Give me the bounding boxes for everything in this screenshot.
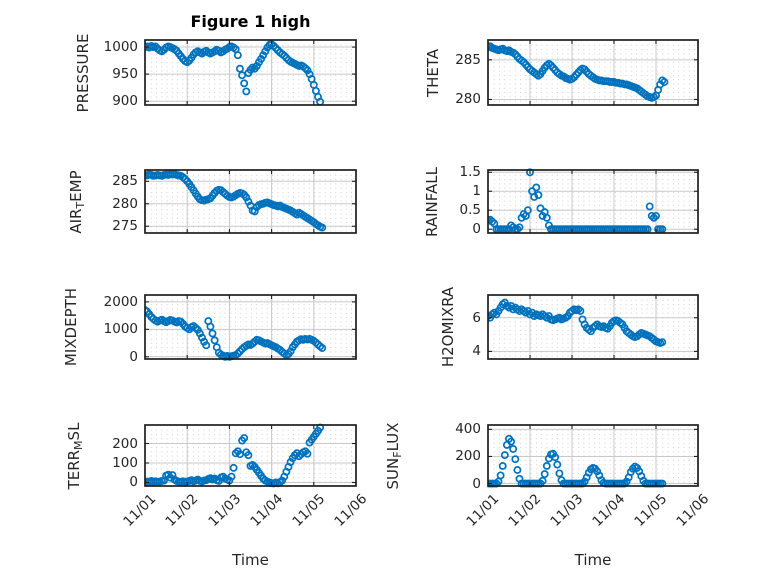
axes-box [144, 424, 357, 487]
axes-box [487, 169, 699, 234]
x-tick-label: 11/05 [289, 491, 329, 530]
data-series-terrmsl [144, 423, 325, 488]
y-tick-label: 0 [129, 348, 138, 365]
y-tick-label: 400 [455, 421, 481, 438]
y-axis-label-airtemp: AIRTEMP [67, 169, 87, 234]
y-tick-label: 1.5 [459, 164, 481, 181]
major-gridlines [145, 295, 356, 359]
axes-box [144, 39, 357, 106]
x-tick-label: 11/03 [547, 491, 587, 530]
tick-marks [144, 40, 357, 105]
tick-marks [487, 295, 699, 359]
y-tick-label: 0 [129, 474, 138, 491]
x-axis-label-right: Time [574, 551, 612, 569]
tick-marks [487, 170, 699, 233]
y-axis-label-theta: THETA [424, 48, 442, 97]
y-tick-label: 0 [472, 475, 481, 492]
y-tick-label: 1000 [103, 321, 138, 338]
data-series-mixdepth [144, 306, 327, 361]
y-tick-label: 200 [455, 448, 481, 465]
axes-box [487, 39, 699, 106]
y-tick-label: 2000 [103, 293, 138, 310]
major-gridlines [488, 295, 698, 359]
y-tick-label: 6 [472, 309, 481, 326]
axes-box [144, 294, 357, 360]
y-tick-label: 200 [112, 435, 138, 452]
data-series-theta [487, 42, 669, 102]
x-tick-label: 11/02 [505, 491, 545, 530]
x-tick-label: 11/04 [589, 491, 629, 530]
y-axis-label-pressure: PRESSURE [74, 33, 92, 112]
axes-box [487, 424, 699, 487]
y-tick-label: 280 [112, 195, 138, 212]
x-tick-label: 11/01 [120, 491, 160, 530]
x-axis-label-left: Time [232, 551, 269, 569]
y-axis-label-mixdepth: MIXDEPTH [62, 287, 80, 367]
major-gridlines [488, 40, 698, 105]
y-tick-label: 950 [112, 66, 138, 83]
y-tick-label: 285 [112, 173, 138, 190]
plot-airtemp [144, 169, 357, 234]
tick-marks [144, 295, 357, 359]
plot-theta [487, 39, 699, 106]
x-tick-label: 11/01 [463, 491, 503, 530]
y-tick-label: 4 [472, 343, 481, 360]
y-tick-label: 100 [112, 455, 138, 471]
plot-sunflux [487, 424, 699, 488]
y-tick-label: 0 [472, 221, 481, 238]
y-tick-label: 1 [472, 183, 481, 200]
axes-box [487, 294, 699, 360]
plot-h2omixra [487, 294, 699, 360]
y-axis-label-sunflux: SUNFLUX [384, 422, 404, 489]
x-tick-label: 11/03 [204, 491, 244, 530]
x-tick-label: 11/06 [331, 491, 371, 530]
plot-rainfall [487, 168, 699, 234]
x-tick-label: 11/02 [162, 491, 202, 530]
x-tick-label: 11/04 [247, 491, 286, 530]
y-tick-label: 1000 [103, 39, 138, 56]
y-axis-label-h2omixra: H2OMIXRA [439, 286, 457, 368]
x-tick-label: 11/06 [673, 491, 713, 530]
data-series-pressure [144, 40, 325, 106]
plot-pressure [144, 39, 357, 106]
axes-box [144, 169, 357, 234]
tick-marks [144, 170, 357, 233]
figure-title: Figure 1 high [190, 12, 311, 31]
plot-terrmsl [144, 423, 357, 488]
plot-mixdepth [144, 294, 357, 361]
tick-marks [487, 40, 699, 105]
data-series-h2omixra [487, 298, 667, 347]
y-tick-label: 285 [455, 51, 481, 68]
data-series-airtemp [144, 170, 327, 232]
y-tick-label: 900 [112, 93, 138, 110]
y-tick-label: 275 [112, 218, 138, 235]
tick-marks [487, 425, 699, 486]
tick-marks [144, 425, 357, 486]
y-tick-label: 280 [455, 91, 481, 108]
y-axis-label-rainfall: RAINFALL [423, 166, 441, 237]
y-axis-label-terrmsl: TERRMSL [65, 422, 85, 489]
y-tick-label: 0.5 [459, 202, 481, 219]
x-tick-label: 11/05 [631, 491, 671, 530]
